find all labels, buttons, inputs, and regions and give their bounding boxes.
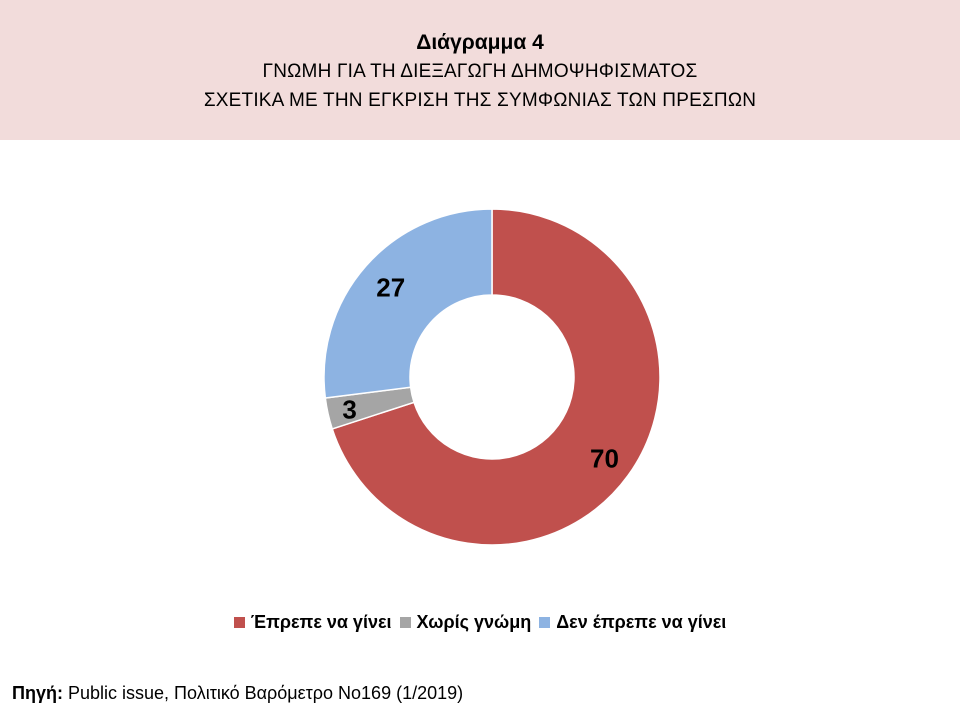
chart-header: Διάγραμμα 4 ΓΝΩΜΗ ΓΙΑ ΤΗ ΔΙΕΞΑΓΩΓΗ ΔΗΜΟΨ… bbox=[0, 0, 960, 140]
donut-chart: 70 3 27 bbox=[323, 208, 661, 546]
donut-data-label-1: 70 bbox=[590, 444, 619, 474]
chart-legend: Έπρεπε να γίνει Χωρίς γνώμη Δεν έπρεπε να … bbox=[0, 612, 960, 633]
chart-subtitle-line-2: ΣΧΕΤΙΚΑ ΜΕ ΤΗΝ ΕΓΚΡΙΣΗ ΤΗΣ ΣΥΜΦΩΝΙΑΣ ΤΩΝ… bbox=[203, 90, 757, 111]
donut-slice-3 bbox=[323, 208, 493, 399]
donut-data-label-2: 3 bbox=[342, 394, 356, 424]
chart-subtitle-line-1: ΓΝΩΜΗ ΓΙΑ ΤΗ ΔΙΕΞΑΓΩΓΗ ΔΗΜΟΨΗΦΙΣΜΑΤΟΣ bbox=[262, 61, 698, 82]
legend-item-2: Χωρίς γνώμη bbox=[399, 612, 532, 633]
chart-title: Διάγραμμα 4 bbox=[416, 31, 544, 54]
legend-label-2: Χωρίς γνώμη bbox=[416, 612, 532, 632]
source-text: Public issue, Πολιτικό Βαρόμετρο Νο169 (… bbox=[63, 683, 464, 703]
source-note: Πηγή: Public issue, Πολιτικό Βαρόμετρο Ν… bbox=[12, 683, 463, 704]
legend-item-1: Έπρεπε να γίνει bbox=[233, 612, 392, 633]
legend-label-3: Δεν έπρεπε να γίνει bbox=[556, 612, 727, 632]
source-label: Πηγή: bbox=[12, 683, 63, 703]
legend-label-1: Έπρεπε να γίνει bbox=[250, 612, 392, 632]
legend-item-3: Δεν έπρεπε να γίνει bbox=[539, 612, 726, 633]
donut-data-label-3: 27 bbox=[376, 273, 405, 303]
legend-swatch-2 bbox=[399, 617, 411, 628]
legend-swatch-3 bbox=[539, 617, 551, 628]
legend-swatch-1 bbox=[233, 617, 245, 628]
donut-slice-1 bbox=[331, 208, 661, 546]
